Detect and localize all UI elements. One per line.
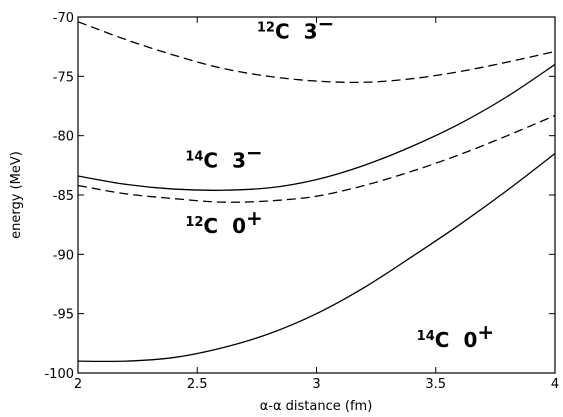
curve-label-2: 14C 3− (185, 141, 262, 173)
y-tick-label: -70 (53, 11, 74, 26)
x-tick-label: 2.5 (187, 377, 208, 392)
curve-label-4: 14C 0+ (417, 320, 494, 352)
series-line-3 (77, 114, 556, 203)
curve-label-3: 12C 0+ (185, 206, 262, 238)
curve-label-1: 12C 3− (257, 11, 334, 43)
series-line-4 (77, 152, 556, 363)
y-tick-label: -100 (44, 367, 74, 382)
x-tick-label: 2 (74, 377, 82, 392)
series-line-2 (77, 63, 556, 191)
y-tick-label: -95 (53, 308, 74, 323)
y-tick-label: -80 (53, 130, 74, 145)
y-tick-label: -85 (53, 189, 74, 204)
axis-ticks: 2 2.5 3 3.5 4 -100 -95 -90 -85 -80 -75 -70 (44, 11, 559, 392)
series-group (77, 21, 556, 363)
y-tick-label: -75 (53, 70, 74, 85)
x-tick-label: 3.5 (425, 377, 446, 392)
y-axis-title: energy (MeV) (9, 151, 24, 239)
series-line-1 (77, 21, 556, 84)
curve-annotations: 12C 3− 14C 3− 12C 0+ 14C 0+ (185, 11, 494, 352)
x-tick-label: 3 (312, 377, 320, 392)
y-tick-label: -90 (53, 248, 74, 263)
x-tick-label: 4 (551, 377, 559, 392)
x-axis-title: α-α distance (fm) (260, 399, 373, 414)
